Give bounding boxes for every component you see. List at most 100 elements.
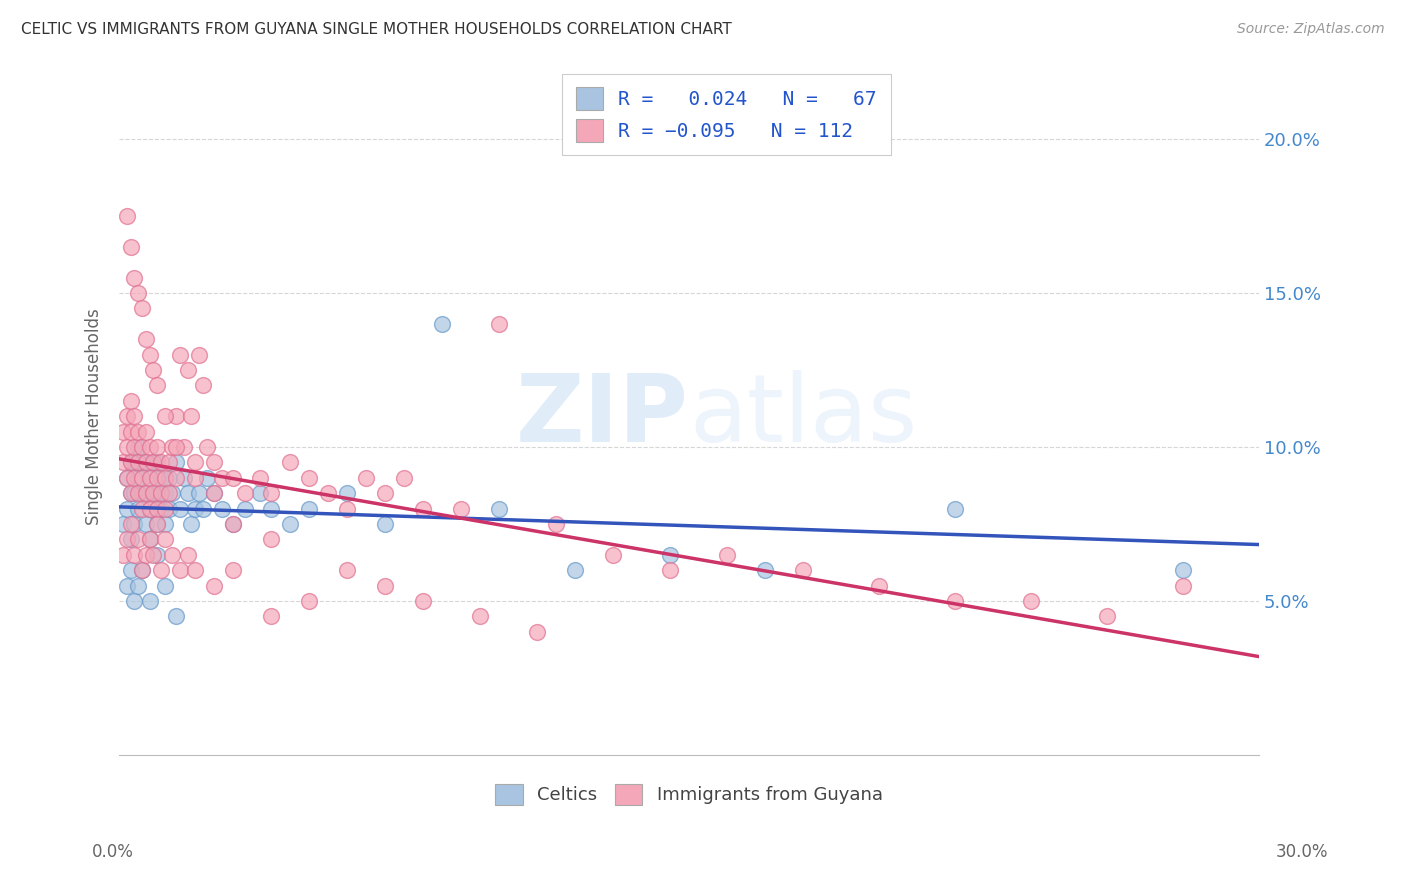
Point	[526, 624, 548, 639]
Point	[142, 455, 165, 469]
Point	[1095, 609, 1118, 624]
Point	[142, 363, 165, 377]
Point	[142, 486, 165, 500]
Point	[124, 516, 146, 531]
Point	[162, 548, 184, 562]
Point	[135, 486, 157, 500]
Point	[120, 486, 142, 500]
Point	[127, 471, 149, 485]
Point	[146, 486, 169, 500]
Point	[546, 516, 568, 531]
Point	[142, 486, 165, 500]
Point	[222, 516, 245, 531]
Point	[138, 501, 160, 516]
Point	[120, 533, 142, 547]
Point	[468, 609, 491, 624]
Point	[135, 548, 157, 562]
Point	[180, 409, 202, 424]
Point	[564, 563, 586, 577]
Point	[138, 594, 160, 608]
Point	[374, 516, 396, 531]
Point	[112, 548, 135, 562]
Point	[173, 440, 195, 454]
Point	[153, 486, 176, 500]
Point	[150, 486, 173, 500]
Point	[135, 486, 157, 500]
Point	[278, 455, 301, 469]
Point	[316, 486, 339, 500]
Point	[868, 578, 890, 592]
Point	[943, 594, 966, 608]
Point	[138, 471, 160, 485]
Point	[127, 425, 149, 439]
Point	[191, 378, 214, 392]
Point	[146, 440, 169, 454]
Point	[202, 486, 225, 500]
Y-axis label: Single Mother Households: Single Mother Households	[86, 308, 103, 524]
Point	[211, 501, 233, 516]
Point	[115, 440, 138, 454]
Point	[150, 471, 173, 485]
Point	[249, 486, 271, 500]
Point	[165, 609, 187, 624]
Point	[165, 471, 187, 485]
Point	[124, 270, 146, 285]
Point	[135, 425, 157, 439]
Point	[127, 285, 149, 300]
Point	[184, 455, 207, 469]
Point	[127, 533, 149, 547]
Point	[392, 471, 415, 485]
Point	[202, 455, 225, 469]
Point	[488, 501, 510, 516]
Point	[131, 440, 153, 454]
Point	[260, 533, 283, 547]
Point	[120, 455, 142, 469]
Point	[131, 501, 153, 516]
Point	[120, 486, 142, 500]
Point	[1019, 594, 1042, 608]
Point	[124, 409, 146, 424]
Point	[188, 486, 211, 500]
Point	[602, 548, 624, 562]
Point	[169, 563, 191, 577]
Point	[169, 501, 191, 516]
Point	[153, 409, 176, 424]
Point	[233, 501, 256, 516]
Point	[146, 548, 169, 562]
Point	[298, 471, 321, 485]
Point	[131, 455, 153, 469]
Point	[298, 501, 321, 516]
Point	[120, 455, 142, 469]
Point	[127, 440, 149, 454]
Point	[754, 563, 776, 577]
Point	[716, 548, 738, 562]
Point	[131, 486, 153, 500]
Point	[180, 516, 202, 531]
Point	[138, 471, 160, 485]
Point	[222, 471, 245, 485]
Point	[131, 471, 153, 485]
Point	[176, 548, 198, 562]
Point	[184, 563, 207, 577]
Point	[135, 516, 157, 531]
Point	[124, 594, 146, 608]
Text: atlas: atlas	[689, 370, 917, 462]
Point	[374, 486, 396, 500]
Point	[430, 317, 453, 331]
Point	[127, 501, 149, 516]
Point	[659, 563, 682, 577]
Point	[191, 501, 214, 516]
Point	[131, 301, 153, 316]
Point	[115, 471, 138, 485]
Point	[138, 501, 160, 516]
Point	[115, 578, 138, 592]
Point	[115, 209, 138, 223]
Point	[142, 548, 165, 562]
Point	[153, 533, 176, 547]
Point	[146, 378, 169, 392]
Point	[162, 440, 184, 454]
Point	[412, 501, 434, 516]
Point	[165, 455, 187, 469]
Point	[336, 501, 359, 516]
Point	[153, 501, 176, 516]
